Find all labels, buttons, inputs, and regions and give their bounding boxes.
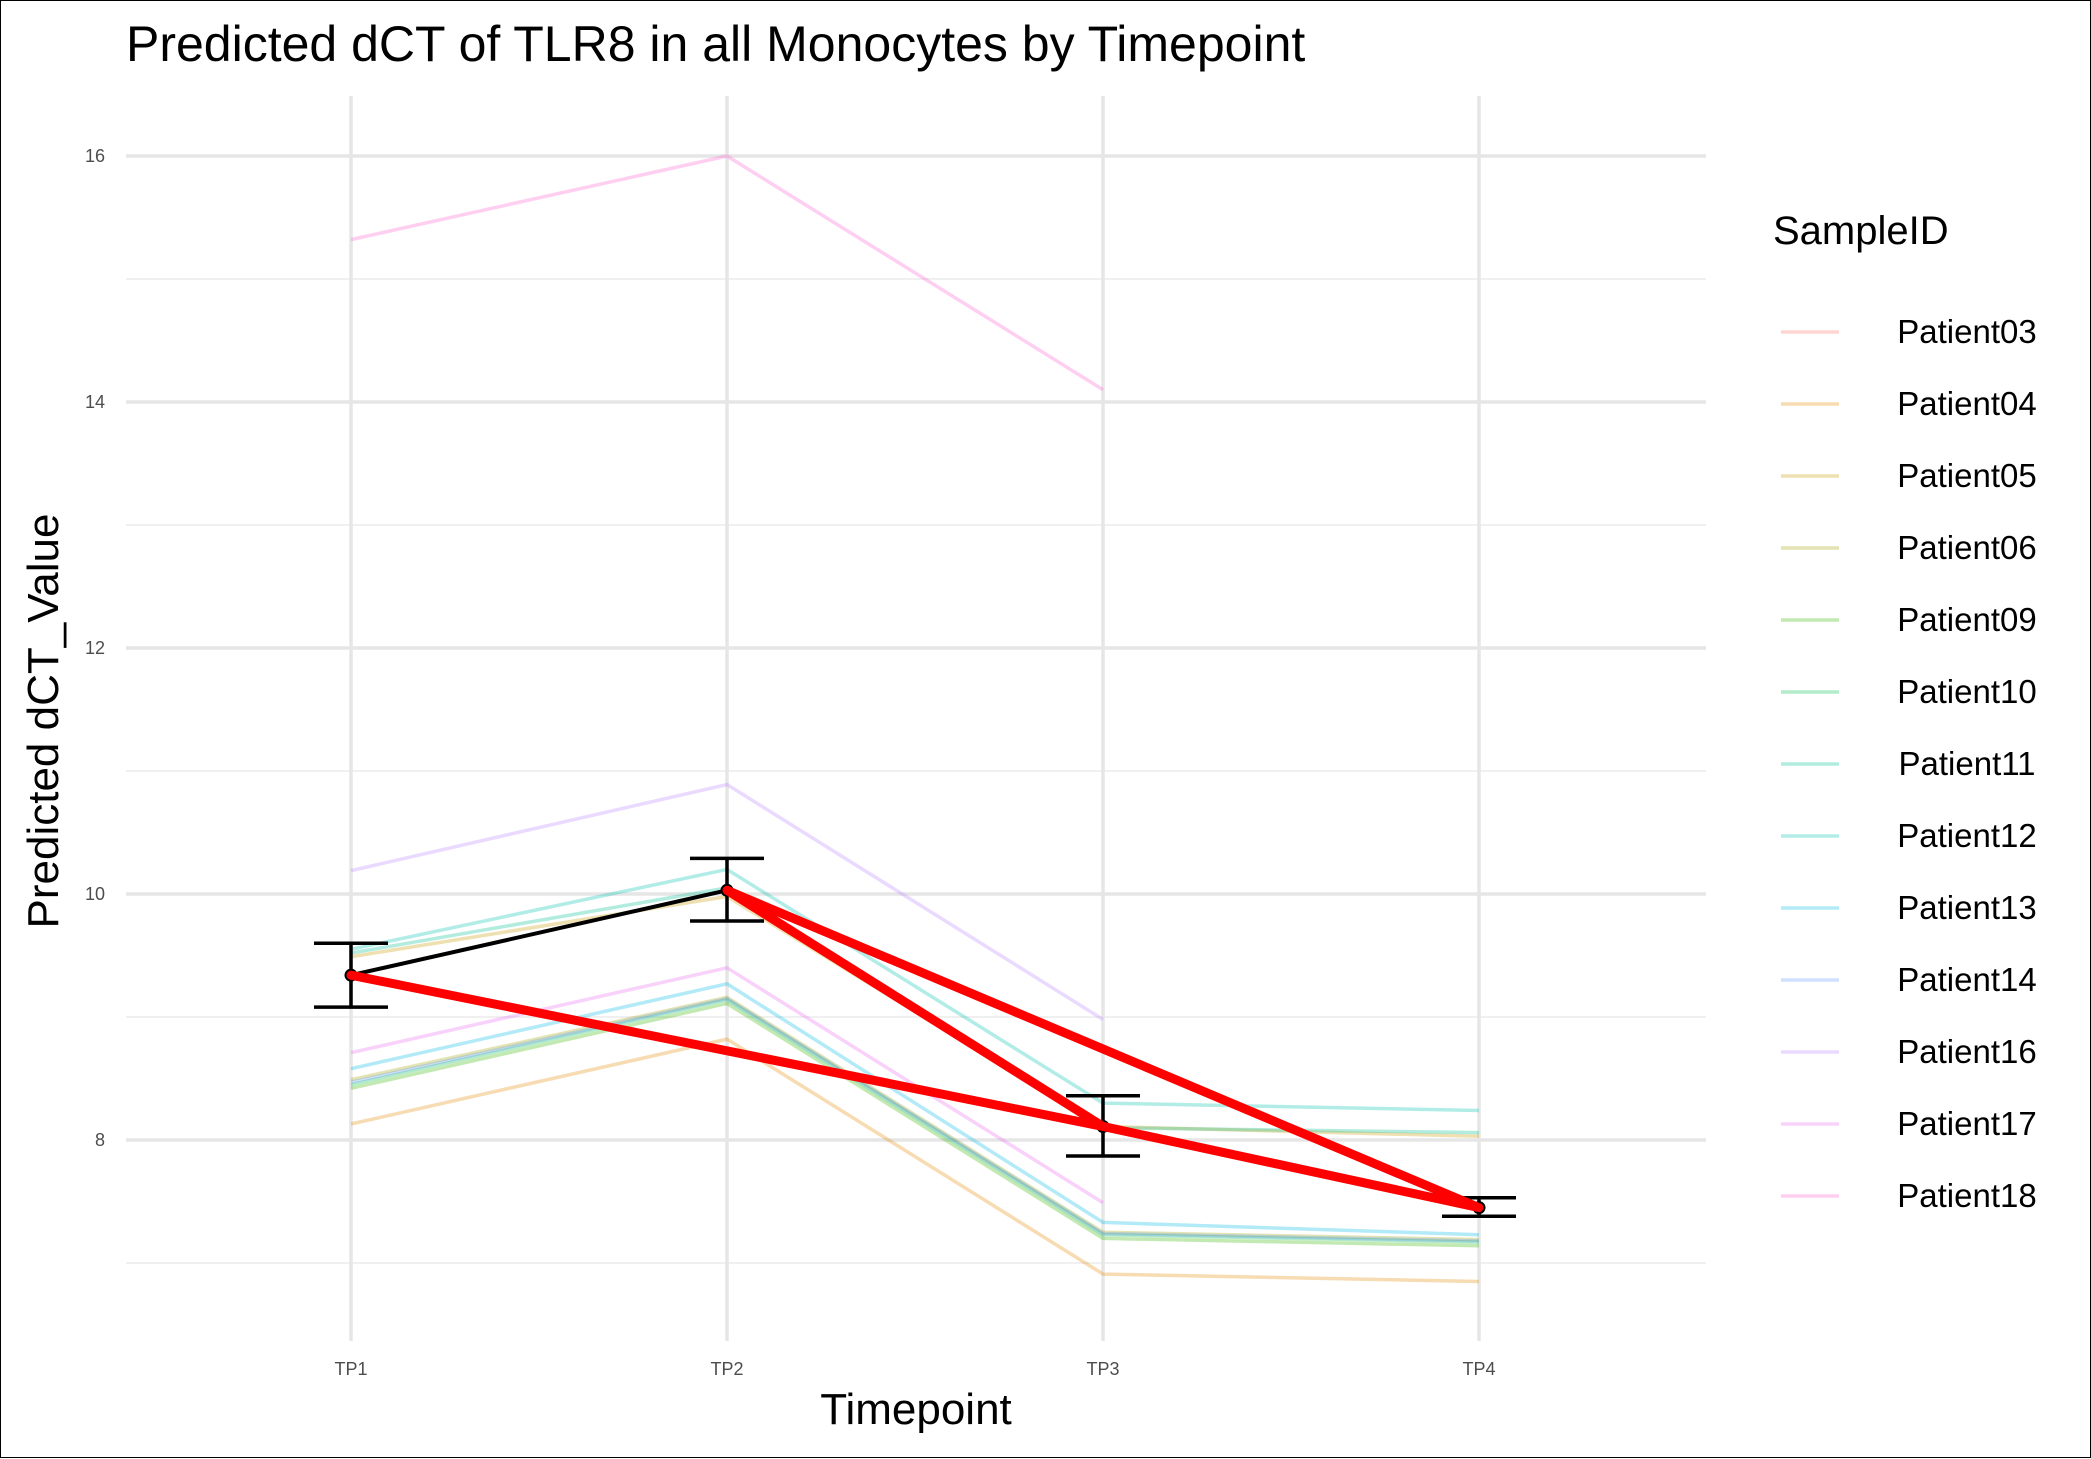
x-tick-label: TP4 [1462, 1359, 1495, 1379]
series-line-patient18 [350, 154, 1104, 392]
legend-label-patient05: Patient05 [1897, 457, 2036, 494]
legend: SampleID Patient03 Patient04 Patient05 Pati… [1773, 209, 2037, 1214]
series-line-patient14 [350, 996, 1480, 1243]
y-tick-label: 8 [95, 1130, 105, 1150]
red-trend-line [346, 885, 1484, 1213]
y-tick-label: 12 [85, 638, 105, 658]
legend-label-patient06: Patient06 [1897, 529, 2036, 566]
series-lines [350, 154, 1480, 1284]
legend-label-patient16: Patient16 [1897, 1033, 2036, 1070]
legend-label-patient17: Patient17 [1897, 1105, 2036, 1142]
legend-label-patient09: Patient09 [1897, 601, 2036, 638]
legend-label-patient11: Patient11 [1899, 745, 2036, 782]
legend-label-patient10: Patient10 [1897, 673, 2036, 710]
series-line-patient13 [350, 982, 1480, 1237]
y-tick-label: 16 [85, 146, 105, 166]
x-axis-ticks: TP1 TP2 TP3 TP4 [334, 1359, 1495, 1379]
y-tick-label: 10 [85, 884, 105, 904]
series-line-patient04 [350, 1037, 1480, 1284]
series-line-patient09 [350, 1001, 1480, 1248]
legend-label-patient03: Patient03 [1897, 313, 2036, 350]
series-line-patient16 [350, 782, 1104, 1021]
legend-label-patient13: Patient13 [1897, 889, 2036, 926]
legend-label-patient18: Patient18 [1897, 1177, 2036, 1214]
x-tick-label: TP2 [710, 1359, 743, 1379]
series-line-patient17 [350, 966, 1104, 1205]
y-axis-title: Predicted dCT_Value [19, 514, 68, 929]
y-axis-ticks: 8 10 12 14 16 [85, 146, 105, 1150]
red-layer [346, 885, 1484, 1213]
y-tick-label: 14 [85, 392, 105, 412]
x-tick-label: TP3 [1086, 1359, 1119, 1379]
legend-title: SampleID [1773, 209, 1949, 253]
legend-label-patient04: Patient04 [1897, 385, 2036, 422]
grid-minor [126, 278, 1706, 1264]
grid-major [126, 96, 1706, 1341]
series-line-patient12 [350, 867, 1480, 1113]
x-tick-label: TP1 [334, 1359, 367, 1379]
x-axis-title: Timepoint [820, 1385, 1012, 1434]
legend-label-patient12: Patient12 [1897, 817, 2036, 854]
chart-title: Predicted dCT of TLR8 in all Monocytes b… [126, 16, 1305, 72]
legend-label-patient14: Patient14 [1897, 961, 2036, 998]
series-line-patient06 [350, 995, 1480, 1242]
series-line-patient10 [350, 998, 1480, 1244]
